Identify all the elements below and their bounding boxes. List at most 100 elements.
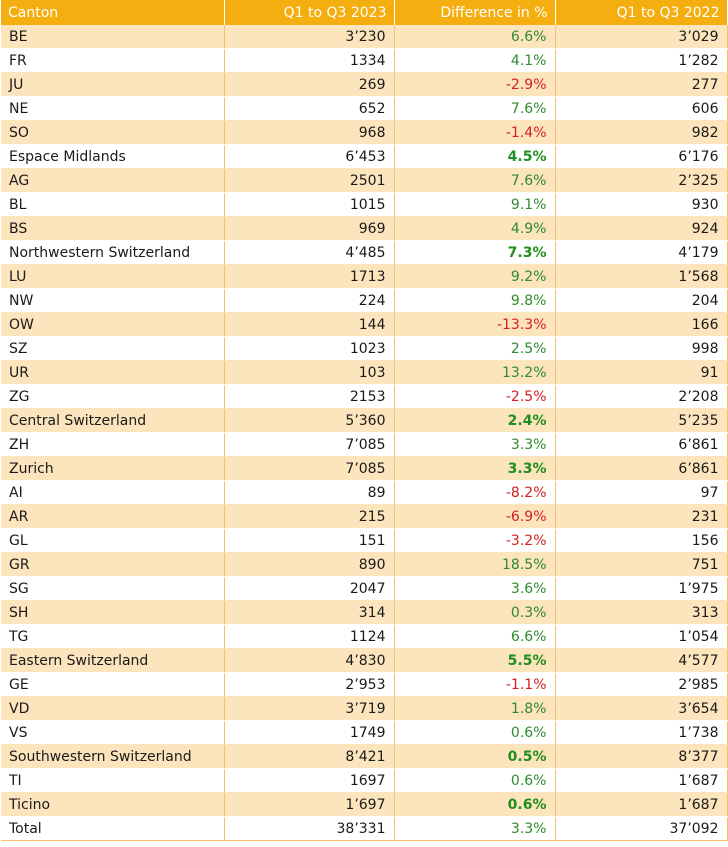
difference-cell: -2.9% — [394, 72, 556, 97]
difference-cell: 2.5% — [394, 336, 556, 361]
canton-cell: AG — [1, 168, 225, 193]
value-2023-cell: 1697 — [224, 768, 395, 793]
difference-cell: 5.5% — [394, 648, 556, 673]
difference-cell: 13.2% — [394, 360, 556, 385]
value-2023-cell: 2047 — [224, 576, 395, 601]
value-2023-cell: 3’719 — [224, 696, 395, 721]
canton-cell: TG — [1, 624, 225, 649]
difference-cell: 6.6% — [394, 25, 556, 49]
difference-cell: 3.3% — [394, 456, 556, 481]
value-2023-cell: 3’230 — [224, 25, 395, 49]
difference-cell: 4.9% — [394, 216, 556, 241]
value-2023-cell: 969 — [224, 216, 395, 241]
column-header-q1-q3-2022: Q1 to Q3 2022 — [555, 0, 728, 25]
table-row: ZG 2153 -2.5% 2’208 — [1, 384, 728, 409]
difference-cell: -1.1% — [394, 672, 556, 697]
canton-cell: JU — [1, 72, 225, 97]
difference-cell: -1.4% — [394, 120, 556, 145]
value-2022-cell: 998 — [555, 336, 728, 361]
value-2022-cell: 1’687 — [555, 792, 728, 817]
value-2023-cell: 1’697 — [224, 792, 395, 817]
value-2023-cell: 269 — [224, 72, 395, 97]
canton-cell: BS — [1, 216, 225, 241]
canton-cell: UR — [1, 360, 225, 385]
canton-cell: LU — [1, 264, 225, 289]
value-2023-cell: 1749 — [224, 720, 395, 745]
table-row: BL 1015 9.1% 930 — [1, 192, 728, 217]
table-row: TG 1124 6.6% 1’054 — [1, 624, 728, 649]
value-2022-cell: 5’235 — [555, 408, 728, 433]
value-2023-cell: 4’830 — [224, 648, 395, 673]
value-2022-cell: 97 — [555, 480, 728, 505]
canton-cell: Central Switzerland — [1, 408, 225, 433]
canton-cell: Southwestern Switzerland — [1, 744, 225, 769]
value-2022-cell: 6’176 — [555, 144, 728, 169]
value-2022-cell: 91 — [555, 360, 728, 385]
header-row: Canton Q1 to Q3 2023 Difference in % Q1 … — [1, 0, 728, 25]
value-2022-cell: 606 — [555, 96, 728, 121]
value-2022-cell: 4’179 — [555, 240, 728, 265]
canton-cell: GL — [1, 528, 225, 553]
table-row: AG 2501 7.6% 2’325 — [1, 168, 728, 193]
value-2022-cell: 156 — [555, 528, 728, 553]
canton-cell: AI — [1, 480, 225, 505]
canton-cell: AR — [1, 504, 225, 529]
value-2022-cell: 231 — [555, 504, 728, 529]
canton-cell: ZH — [1, 432, 225, 457]
difference-cell: 6.6% — [394, 624, 556, 649]
canton-cell: NW — [1, 288, 225, 313]
table-row: VS 1749 0.6% 1’738 — [1, 720, 728, 745]
value-2023-cell: 215 — [224, 504, 395, 529]
value-2023-cell: 2153 — [224, 384, 395, 409]
table-row: NE 652 7.6% 606 — [1, 96, 728, 121]
difference-cell: -8.2% — [394, 480, 556, 505]
table-row: VD 3’719 1.8% 3’654 — [1, 696, 728, 721]
difference-cell: 18.5% — [394, 552, 556, 577]
table-row: ZH 7’085 3.3% 6’861 — [1, 432, 728, 457]
canton-cell: VD — [1, 696, 225, 721]
value-2023-cell: 652 — [224, 96, 395, 121]
canton-cell: FR — [1, 48, 225, 73]
value-2023-cell: 7’085 — [224, 456, 395, 481]
canton-cell: Eastern Switzerland — [1, 648, 225, 673]
value-2023-cell: 8’421 — [224, 744, 395, 769]
difference-cell: 9.1% — [394, 192, 556, 217]
value-2023-cell: 1023 — [224, 336, 395, 361]
value-2022-cell: 1’975 — [555, 576, 728, 601]
table-row: SO 968 -1.4% 982 — [1, 120, 728, 145]
value-2022-cell: 2’985 — [555, 672, 728, 697]
canton-cell: VS — [1, 720, 225, 745]
value-2022-cell: 1’054 — [555, 624, 728, 649]
canton-cell: Northwestern Switzerland — [1, 240, 225, 265]
difference-cell: 3.6% — [394, 576, 556, 601]
table-row: TI 1697 0.6% 1’687 — [1, 768, 728, 793]
difference-cell: 4.5% — [394, 144, 556, 169]
table-row: Eastern Switzerland 4’830 5.5% 4’577 — [1, 648, 728, 673]
difference-cell: 3.3% — [394, 816, 556, 841]
canton-cell: TI — [1, 768, 225, 793]
difference-cell: 7.6% — [394, 96, 556, 121]
table-row: GE 2’953 -1.1% 2’985 — [1, 672, 728, 697]
value-2022-cell: 2’208 — [555, 384, 728, 409]
value-2023-cell: 1015 — [224, 192, 395, 217]
table-row: LU 1713 9.2% 1’568 — [1, 264, 728, 289]
table-row: Espace Midlands 6’453 4.5% 6’176 — [1, 144, 728, 169]
value-2023-cell: 968 — [224, 120, 395, 145]
value-2022-cell: 982 — [555, 120, 728, 145]
value-2022-cell: 2’325 — [555, 168, 728, 193]
column-header-difference: Difference in % — [394, 0, 556, 25]
difference-cell: -13.3% — [394, 312, 556, 337]
value-2022-cell: 1’738 — [555, 720, 728, 745]
table-row: Central Switzerland 5’360 2.4% 5’235 — [1, 408, 728, 433]
canton-cell: GE — [1, 672, 225, 697]
value-2023-cell: 1334 — [224, 48, 395, 73]
canton-cell: GR — [1, 552, 225, 577]
value-2022-cell: 6’861 — [555, 432, 728, 457]
difference-cell: 1.8% — [394, 696, 556, 721]
value-2022-cell: 166 — [555, 312, 728, 337]
value-2023-cell: 1713 — [224, 264, 395, 289]
difference-cell: 7.6% — [394, 168, 556, 193]
table-row: NW 224 9.8% 204 — [1, 288, 728, 313]
value-2022-cell: 1’687 — [555, 768, 728, 793]
canton-cell: ZG — [1, 384, 225, 409]
